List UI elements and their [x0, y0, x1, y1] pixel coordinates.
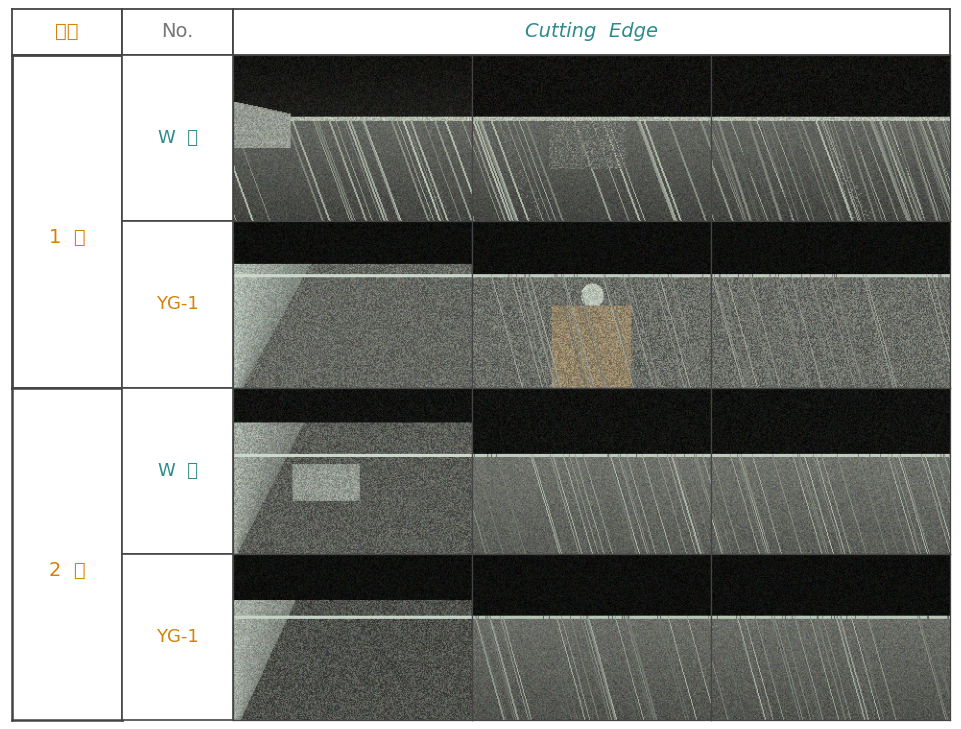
Text: YG-1: YG-1 [157, 295, 199, 313]
Text: No.: No. [161, 23, 194, 42]
Text: YG-1: YG-1 [157, 628, 199, 646]
Text: 자수: 자수 [55, 23, 79, 42]
Text: W  社: W 社 [158, 129, 198, 147]
Text: Cutting  Edge: Cutting Edge [525, 23, 657, 42]
Text: W  社: W 社 [158, 461, 198, 480]
Text: 2  자: 2 자 [49, 561, 86, 580]
Text: 1  자: 1 자 [49, 228, 86, 247]
